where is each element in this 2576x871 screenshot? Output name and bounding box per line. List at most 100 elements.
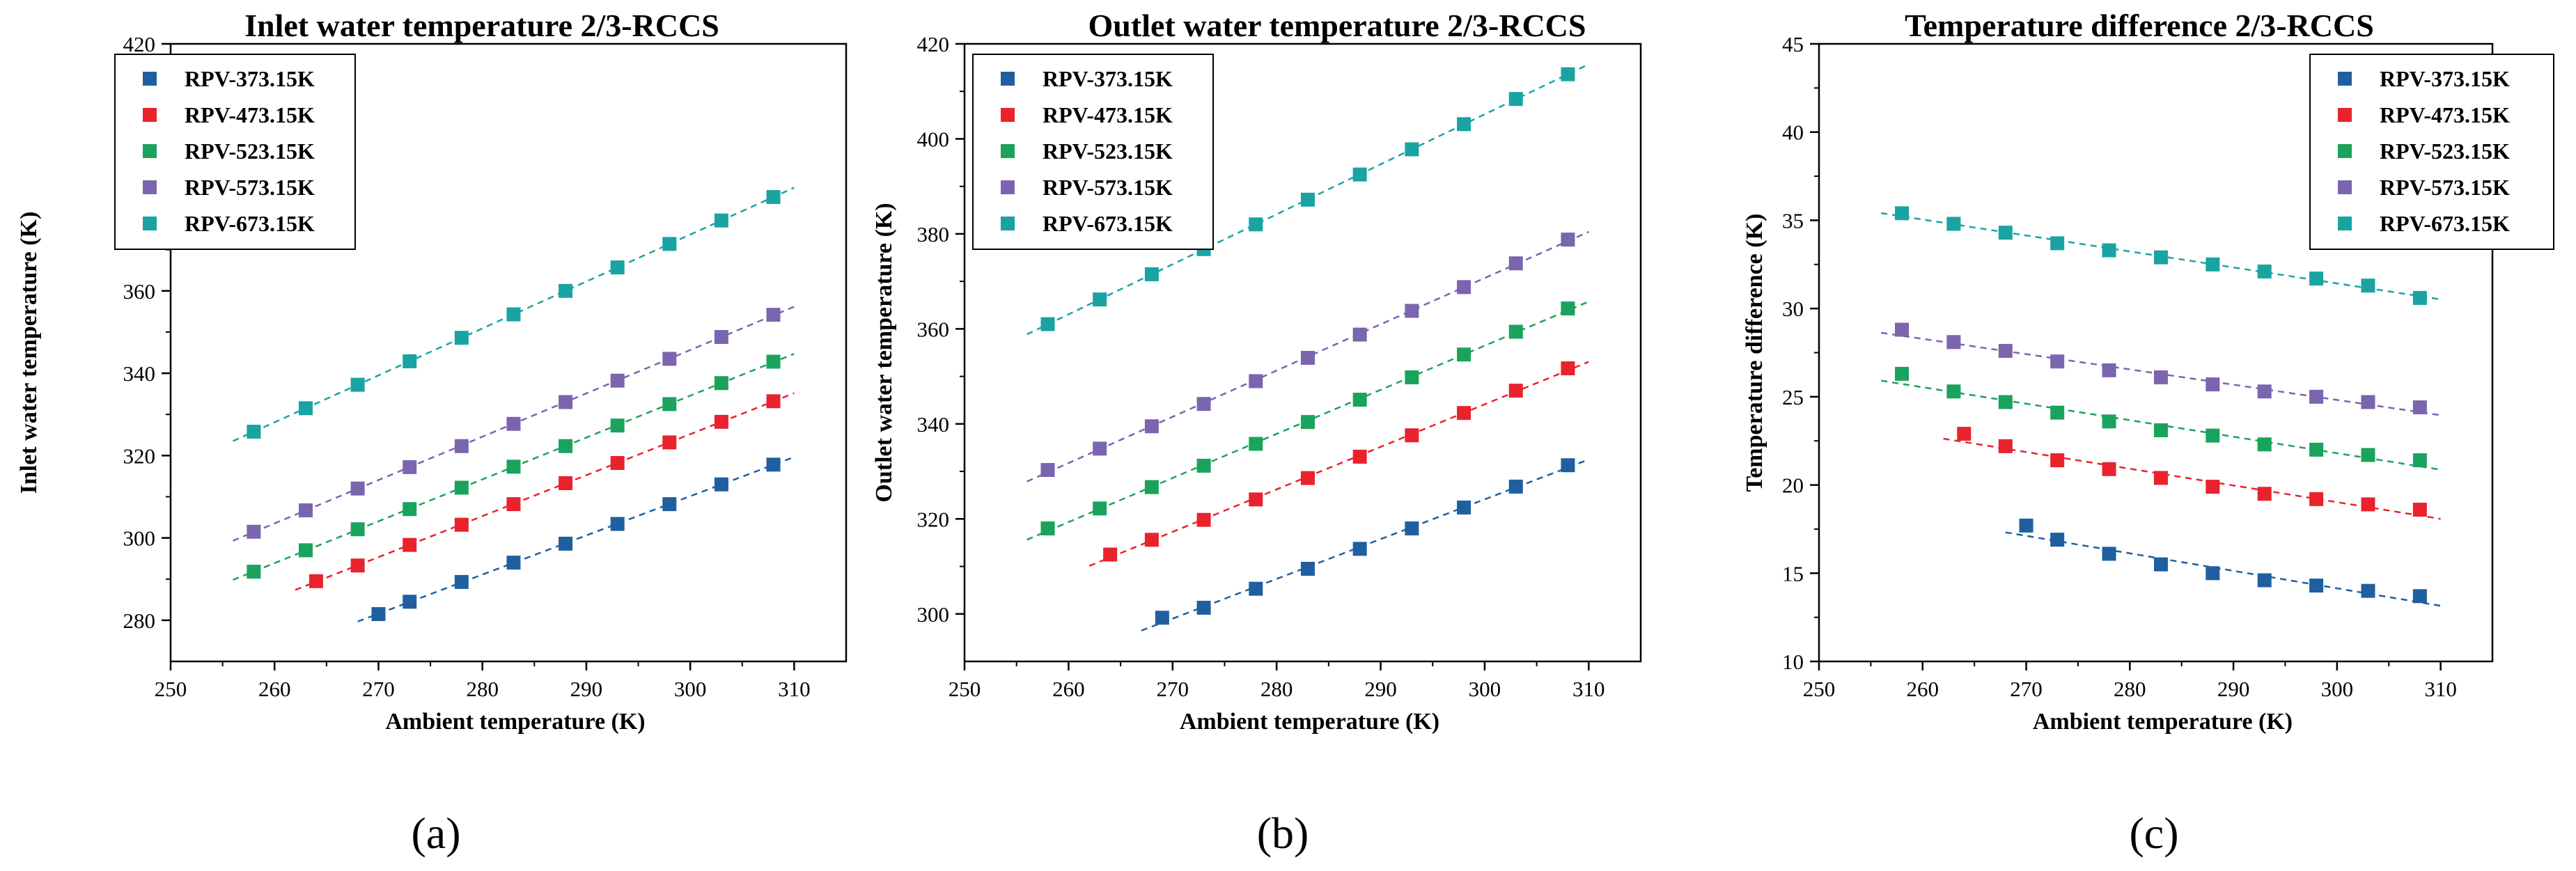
data-point	[299, 503, 313, 517]
plot-frame	[169, 42, 848, 663]
legend: RPV-373.15K RPV-473.15K RPV-523.15K RPV-573…	[972, 54, 1214, 250]
x-tick-label: 260	[1052, 677, 1085, 701]
data-point	[247, 425, 261, 439]
data-point	[559, 395, 573, 409]
data-point	[610, 517, 625, 531]
data-point	[1998, 395, 2013, 409]
data-point	[403, 595, 417, 609]
y-axis-label: Temperature difference (K)	[1742, 214, 1767, 492]
data-point	[1895, 366, 1910, 381]
chart-panel-1: Inlet water temperature 2/3-RCCS 250 260 27…	[16, 8, 848, 858]
data-point	[2309, 442, 2324, 457]
subfigure-label: (a)	[411, 808, 460, 858]
y-tick-label: 25	[1782, 385, 1804, 409]
data-point	[2206, 377, 2220, 392]
data-point	[247, 565, 261, 579]
data-point	[506, 307, 521, 322]
series-2	[1088, 361, 1589, 567]
data-point	[247, 524, 261, 539]
x-tick-label: 260	[1907, 677, 1939, 701]
legend-label: RPV-523.15K	[1043, 139, 1173, 164]
series-1	[1141, 458, 1589, 631]
y-tick-label: 300	[123, 526, 156, 551]
data-point	[1998, 226, 2013, 240]
data-point	[2257, 437, 2272, 452]
y-tick-label: 380	[917, 222, 950, 246]
subfigure-label: (b)	[1257, 808, 1309, 858]
series-1	[2005, 518, 2441, 607]
legend-marker	[1001, 108, 1015, 122]
data-point	[2050, 236, 2065, 251]
data-point	[2412, 589, 2427, 604]
data-point	[1155, 611, 1169, 625]
series-3	[233, 352, 795, 581]
y-tick-label: 35	[1782, 208, 1804, 233]
data-point	[559, 439, 573, 453]
data-point	[2361, 278, 2375, 293]
y-tick-label: 45	[1782, 32, 1804, 56]
data-point	[403, 354, 417, 368]
data-point	[2257, 487, 2272, 501]
data-point	[1946, 217, 1961, 231]
data-point	[1895, 206, 1910, 221]
x-tick-label: 310	[1572, 677, 1605, 701]
legend-label: RPV-573.15K	[2380, 175, 2510, 200]
legend-marker	[143, 108, 157, 122]
y-tick-label: 15	[1782, 561, 1804, 586]
data-point	[1457, 117, 1472, 132]
data-point	[2412, 453, 2427, 468]
legend-marker	[1001, 217, 1015, 230]
data-point	[506, 497, 521, 512]
trend-line	[1088, 361, 1589, 567]
data-point	[714, 376, 728, 391]
data-point	[299, 401, 313, 416]
x-tick-label: 280	[466, 677, 499, 701]
data-point	[1144, 267, 1159, 281]
data-point	[1405, 370, 1419, 384]
data-point	[299, 543, 313, 558]
legend-label: RPV-573.15K	[1043, 175, 1173, 200]
y-tick-label: 30	[1782, 297, 1804, 321]
data-point	[1561, 67, 1575, 81]
data-point	[2206, 257, 2220, 272]
legend-label: RPV-673.15K	[1043, 211, 1173, 236]
data-point	[371, 606, 386, 621]
data-point	[1352, 167, 1367, 182]
data-point	[559, 283, 573, 298]
data-point	[1895, 322, 1910, 337]
data-point	[1561, 361, 1575, 376]
y-tick-label: 340	[123, 361, 156, 386]
data-point	[1405, 521, 1419, 535]
data-point	[559, 476, 573, 490]
data-point	[2153, 471, 2168, 485]
data-point	[1249, 492, 1263, 507]
data-point	[506, 416, 521, 431]
legend-marker	[2338, 144, 2352, 158]
legend-marker	[2338, 72, 2352, 86]
data-point	[454, 480, 469, 495]
data-point	[350, 522, 365, 537]
data-point	[2361, 448, 2375, 462]
series-5	[233, 187, 795, 442]
data-point	[1405, 304, 1419, 318]
data-point	[1561, 458, 1575, 473]
y-tick-label: 320	[917, 507, 950, 531]
data-point	[1457, 406, 1472, 421]
data-point	[1040, 463, 1055, 478]
legend-marker	[143, 144, 157, 158]
data-point	[2361, 583, 2375, 598]
data-point	[403, 537, 417, 552]
data-point	[1300, 415, 1315, 430]
y-tick-label: 340	[917, 412, 950, 437]
y-tick-label: 420	[917, 32, 950, 56]
data-point	[1103, 547, 1118, 562]
data-point	[610, 373, 625, 388]
chart-panel-3: Temperature difference 2/3-RCCS 250 260 270…	[1742, 8, 2554, 858]
data-point	[2257, 573, 2272, 588]
x-tick-label: 270	[362, 677, 395, 701]
data-point	[714, 330, 728, 345]
legend-marker	[1001, 144, 1015, 158]
data-point	[2153, 250, 2168, 265]
data-point	[2019, 518, 2034, 533]
